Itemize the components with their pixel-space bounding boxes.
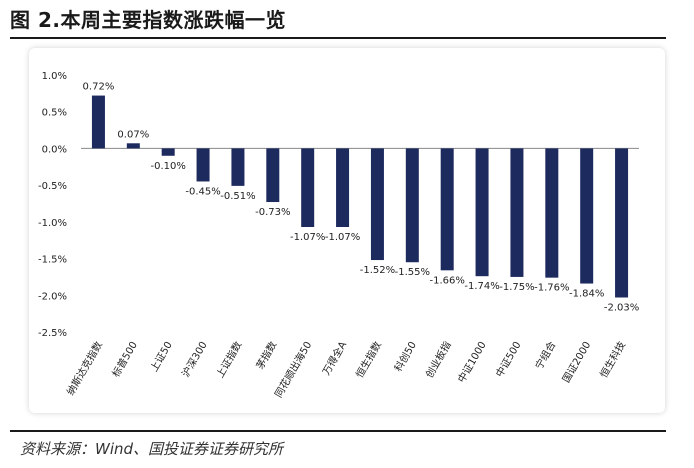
- bar: [370, 148, 384, 261]
- category-label: 恒生科技: [597, 339, 628, 380]
- bar-value-label: -1.74%: [464, 281, 499, 292]
- bar: [91, 95, 105, 149]
- y-tick-label: 1.0%: [42, 71, 67, 82]
- bar-value-label: -1.66%: [429, 275, 464, 286]
- category-label: 上证50: [148, 340, 175, 374]
- category-label: 茅指数: [253, 339, 279, 371]
- category-label: 恒生指数: [353, 339, 384, 380]
- bar: [405, 148, 419, 263]
- bar: [336, 148, 350, 227]
- bar-value-label: -0.10%: [150, 161, 185, 172]
- chart-panel: 1.0% 0.5% 0.0% -0.5% -1.0% -1.5% -2.0% -2.5% 0.7…: [29, 48, 665, 413]
- bar: [580, 148, 594, 284]
- y-tick-label: -1.0%: [38, 218, 67, 229]
- bar-value-label: -2.03%: [604, 302, 639, 313]
- title-rule: [10, 37, 666, 39]
- bar-value-label: -1.07%: [290, 232, 325, 243]
- bar-value-label: -1.76%: [534, 283, 569, 294]
- bar: [510, 148, 524, 277]
- y-tick-label: -2.5%: [38, 328, 67, 339]
- bar: [545, 148, 559, 278]
- bar-chart: 1.0% 0.5% 0.0% -0.5% -1.0% -1.5% -2.0% -2.5% 0.7…: [38, 71, 639, 400]
- category-label: 宁组合: [532, 339, 558, 371]
- y-tick-label: 0.5%: [42, 108, 67, 119]
- bar-value-label: 0.72%: [83, 82, 115, 93]
- bar-value-label: -1.75%: [499, 282, 534, 293]
- category-label: 中证1000: [455, 339, 489, 385]
- category-label: 创业板指: [423, 339, 454, 380]
- category-label: 上证指数: [213, 339, 244, 380]
- category-label: 万得全A: [319, 339, 349, 378]
- figure-title: 图 2.本周主要指数涨跌幅一览: [10, 8, 286, 32]
- bar: [231, 148, 245, 186]
- bar-value-label: -1.84%: [569, 289, 604, 300]
- bar-value-label: 0.07%: [117, 129, 149, 140]
- bar: [301, 148, 315, 227]
- category-label: 同花顺出海50: [272, 339, 315, 400]
- category-label: 科创50: [391, 339, 419, 374]
- bar-value-label: -0.51%: [220, 191, 255, 202]
- y-tick-label: -1.5%: [38, 255, 67, 266]
- category-label: 沪深300: [179, 339, 210, 379]
- bar: [126, 143, 140, 149]
- bar: [266, 148, 280, 203]
- bar: [615, 148, 629, 298]
- bar-value-label: -0.45%: [185, 186, 220, 197]
- bar-value-label: -1.52%: [360, 265, 395, 276]
- bar: [440, 148, 454, 271]
- bar-value-label: -0.73%: [255, 207, 290, 218]
- y-tick-label: 0.0%: [42, 144, 67, 155]
- bar-value-label: -1.07%: [325, 232, 360, 243]
- category-label: 纳斯达克指数: [64, 339, 105, 397]
- bar: [475, 148, 489, 277]
- source-rule: [10, 430, 666, 432]
- category-label: 国证2000: [560, 340, 593, 385]
- y-tick-label: -0.5%: [38, 181, 67, 192]
- category-label: 标普500: [109, 339, 140, 379]
- bar-value-label: -1.55%: [395, 267, 430, 278]
- y-tick-label: -2.0%: [38, 291, 67, 302]
- category-label: 中证500: [493, 339, 524, 379]
- bar: [161, 148, 175, 156]
- source-note: 资料来源：Wind、国投证券证券研究所: [20, 440, 284, 458]
- bar: [196, 148, 210, 182]
